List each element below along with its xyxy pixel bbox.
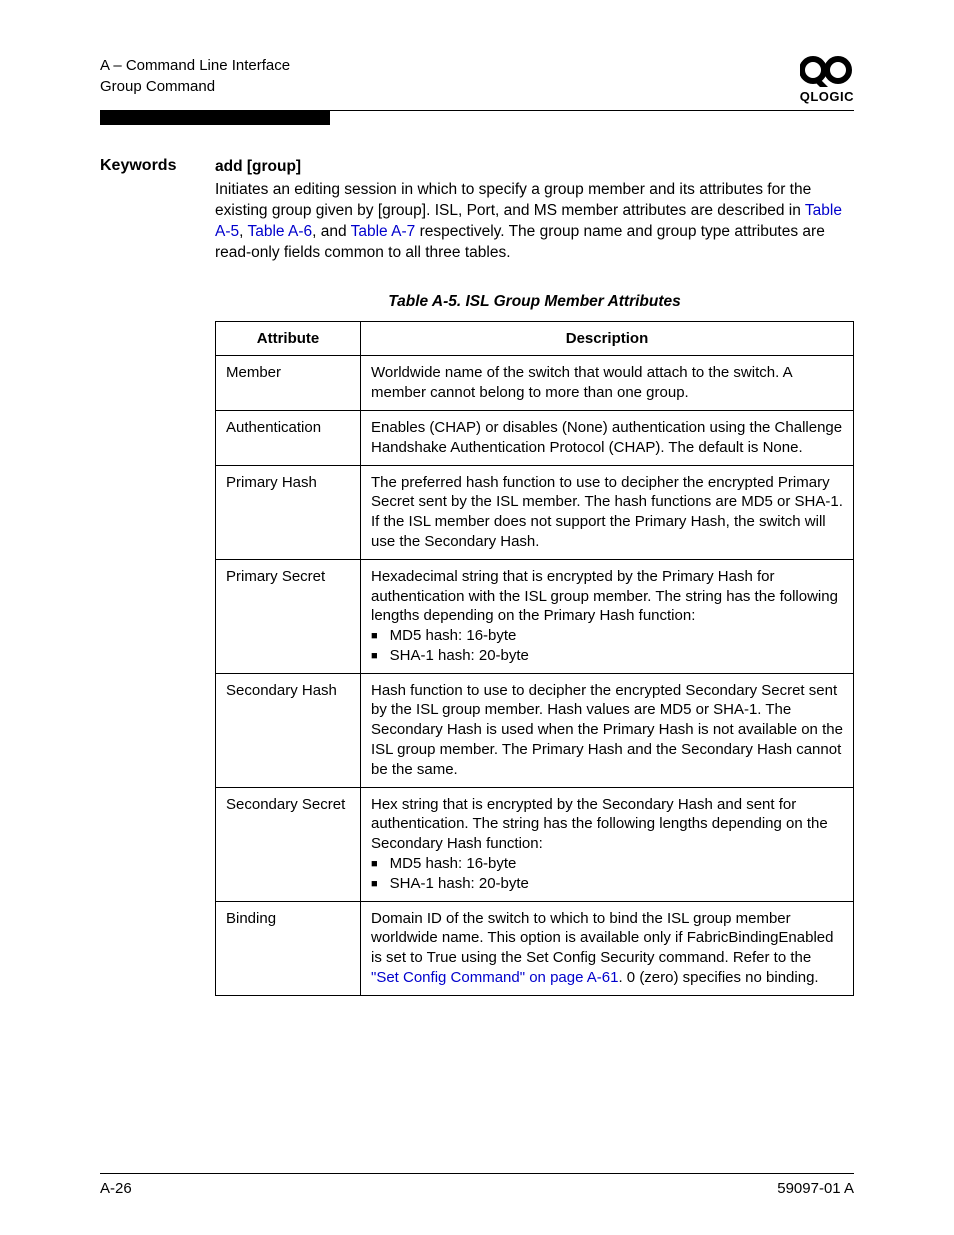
attr-name: Secondary Secret bbox=[216, 787, 361, 901]
bullet-item: SHA-1 hash: 20-byte bbox=[371, 646, 843, 666]
attr-desc: Worldwide name of the switch that would … bbox=[361, 356, 854, 411]
table-row: Primary Hash The preferred hash function… bbox=[216, 465, 854, 559]
keyword-paragraph: Initiates an editing session in which to… bbox=[215, 180, 854, 264]
desc-text: Hexadecimal string that is encrypted by … bbox=[371, 568, 838, 625]
desc-text: Hex string that is encrypted by the Seco… bbox=[371, 796, 828, 853]
table-row: Primary Secret Hexadecimal string that i… bbox=[216, 559, 854, 673]
attr-desc: Hexadecimal string that is encrypted by … bbox=[361, 559, 854, 673]
attr-name: Secondary Hash bbox=[216, 673, 361, 787]
page-number: A-26 bbox=[100, 1180, 132, 1197]
col-attribute: Attribute bbox=[216, 321, 361, 356]
table-row: Binding Domain ID of the switch to which… bbox=[216, 901, 854, 995]
link-set-config[interactable]: "Set Config Command" on page A-61 bbox=[371, 969, 618, 986]
doc-number: 59097-01 A bbox=[777, 1180, 854, 1197]
col-description: Description bbox=[361, 321, 854, 356]
footer-rule bbox=[100, 1173, 854, 1174]
attr-name: Primary Hash bbox=[216, 465, 361, 559]
header-line1: A – Command Line Interface bbox=[100, 55, 290, 76]
attr-desc: Domain ID of the switch to which to bind… bbox=[361, 901, 854, 995]
para-text-pre: Initiates an editing session in which to… bbox=[215, 181, 811, 219]
attr-name: Primary Secret bbox=[216, 559, 361, 673]
bullet-item: MD5 hash: 16-byte bbox=[371, 626, 843, 646]
link-table-a7[interactable]: Table A-7 bbox=[351, 223, 416, 240]
logo-text: QLOGIC bbox=[800, 89, 854, 104]
table-row: Secondary Hash Hash function to use to d… bbox=[216, 673, 854, 787]
attr-desc: Hex string that is encrypted by the Seco… bbox=[361, 787, 854, 901]
attr-name: Authentication bbox=[216, 410, 361, 465]
bullet-item: MD5 hash: 16-byte bbox=[371, 854, 843, 874]
attributes-table: Attribute Description Member Worldwide n… bbox=[215, 321, 854, 996]
para-sep2: , and bbox=[312, 223, 351, 240]
header-line2: Group Command bbox=[100, 76, 290, 97]
header-blackbar bbox=[100, 111, 330, 125]
qlogic-logo: QLOGIC bbox=[800, 55, 854, 104]
link-table-a6[interactable]: Table A-6 bbox=[247, 223, 312, 240]
bullet-item: SHA-1 hash: 20-byte bbox=[371, 874, 843, 894]
table-caption: Table A-5. ISL Group Member Attributes bbox=[215, 292, 854, 313]
attr-name: Binding bbox=[216, 901, 361, 995]
desc-text-pre: Domain ID of the switch to which to bind… bbox=[371, 910, 833, 967]
table-row: Authentication Enables (CHAP) or disable… bbox=[216, 410, 854, 465]
attr-desc: Enables (CHAP) or disables (None) authen… bbox=[361, 410, 854, 465]
table-row: Secondary Secret Hex string that is encr… bbox=[216, 787, 854, 901]
table-row: Member Worldwide name of the switch that… bbox=[216, 356, 854, 411]
attr-desc: Hash function to use to decipher the enc… bbox=[361, 673, 854, 787]
table-header-row: Attribute Description bbox=[216, 321, 854, 356]
desc-text-post: . 0 (zero) specifies no binding. bbox=[618, 969, 818, 986]
attr-desc: The preferred hash function to use to de… bbox=[361, 465, 854, 559]
keyword-heading: add [group] bbox=[215, 157, 854, 178]
keywords-label: Keywords bbox=[100, 157, 215, 175]
attr-name: Member bbox=[216, 356, 361, 411]
